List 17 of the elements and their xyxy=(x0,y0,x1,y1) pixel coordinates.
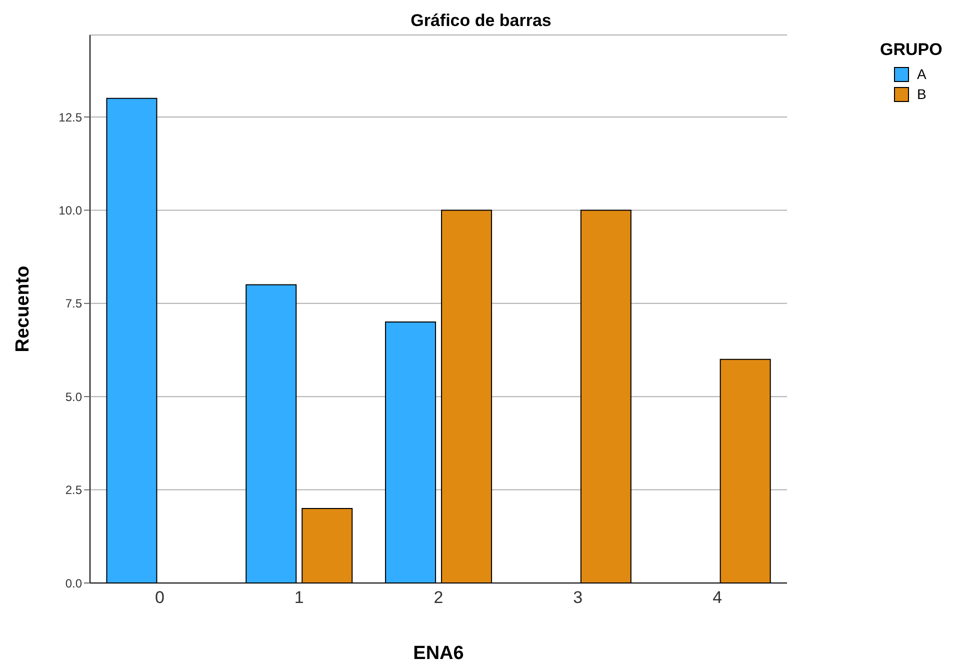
x-tick-label: 4 xyxy=(712,588,722,608)
legend-label: B xyxy=(916,85,928,104)
chart-title: Gráfico de barras xyxy=(410,11,552,31)
legend-label: A xyxy=(916,65,928,84)
legend-title: GRUPO xyxy=(880,40,944,60)
y-tick-label: 7.5 xyxy=(65,296,82,311)
x-tick-label: 0 xyxy=(154,588,164,608)
y-tick-label: 5.0 xyxy=(65,390,82,404)
y-tick-label: 10.0 xyxy=(58,203,82,218)
x-tick-label: 3 xyxy=(573,588,583,608)
y-axis-title: Recuento xyxy=(12,266,34,352)
y-tick-label: 2.5 xyxy=(65,483,82,498)
x-tick-label: 2 xyxy=(434,588,444,608)
x-tick-label: 1 xyxy=(294,588,304,608)
y-tick-label: 0.0 xyxy=(65,576,82,590)
y-tick-label: 12.5 xyxy=(58,110,82,124)
x-axis-title: ENA6 xyxy=(413,643,464,664)
